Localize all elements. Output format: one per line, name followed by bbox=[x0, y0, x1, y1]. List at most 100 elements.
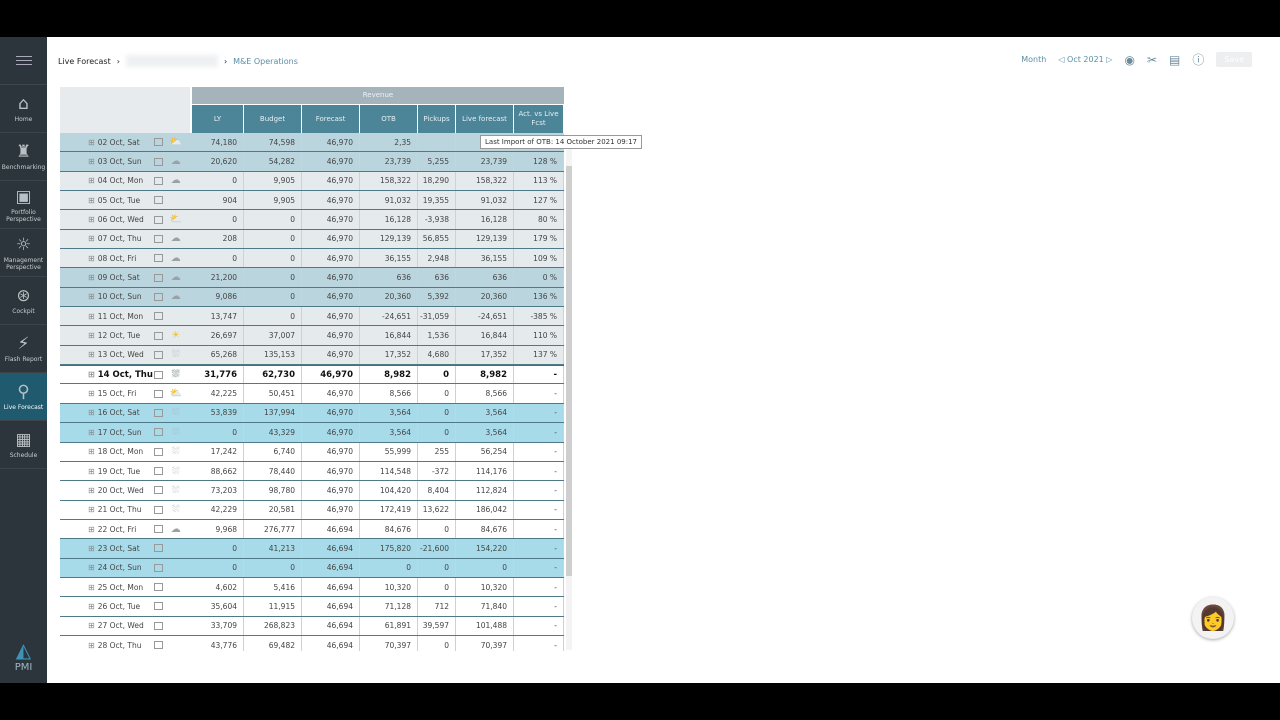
expand-icon[interactable]: ⊞ bbox=[88, 157, 95, 167]
calendar-icon[interactable] bbox=[153, 602, 163, 611]
table-row[interactable]: ⊞ 11 Oct, Mon 13,747 0 46,970 -24,651 -31,059-… bbox=[60, 307, 564, 327]
expand-icon[interactable]: ⊞ bbox=[88, 292, 95, 302]
sidebar-item-benchmarking[interactable]: ♜ Benchmarking bbox=[0, 133, 47, 181]
breadcrumb-root[interactable]: Live Forecast bbox=[58, 56, 111, 66]
column-header[interactable]: OTB bbox=[360, 105, 418, 133]
assistant-avatar[interactable]: 👩 bbox=[1192, 597, 1234, 639]
expand-icon[interactable]: ⊞ bbox=[88, 176, 95, 186]
calendar-icon[interactable] bbox=[153, 544, 163, 553]
table-row[interactable]: ⊞ 19 Oct, Tue ⛆ 88,662 78,440 46,970 114,548 -3… bbox=[60, 461, 564, 482]
table-row[interactable]: ⊞ 08 Oct, Fri ☁ 0 0 46,970 36,155 2,948 36,155 10… bbox=[60, 249, 564, 269]
calendar-icon[interactable] bbox=[153, 428, 163, 437]
expand-icon[interactable]: ⊞ bbox=[88, 447, 95, 457]
tools-icon[interactable]: ✂ bbox=[1146, 52, 1157, 67]
save-button[interactable]: Save bbox=[1216, 52, 1252, 67]
expand-icon[interactable]: ⊞ bbox=[88, 331, 95, 341]
expand-icon[interactable]: ⊞ bbox=[88, 621, 95, 631]
calendar-icon[interactable] bbox=[153, 467, 163, 476]
expand-icon[interactable]: ⊞ bbox=[88, 485, 95, 495]
expand-icon[interactable]: ⊞ bbox=[88, 370, 95, 380]
sidebar-item-home[interactable]: ⌂ Home bbox=[0, 85, 47, 133]
calendar-icon[interactable] bbox=[153, 583, 163, 592]
calendar-icon[interactable] bbox=[153, 563, 163, 572]
column-header[interactable]: Act. vs Live Fcst bbox=[514, 105, 564, 133]
calendar-icon[interactable] bbox=[153, 157, 163, 166]
table-row[interactable]: ⊞ 12 Oct, Tue ☀ 26,697 37,007 46,970 16,844 1,5… bbox=[60, 326, 564, 346]
calendar-icon[interactable] bbox=[153, 176, 163, 185]
table-row[interactable]: ⊞ 06 Oct, Wed ⛅ 0 0 46,970 16,128 -3,938 16,128 8… bbox=[60, 210, 564, 230]
table-row[interactable]: ⊞ 15 Oct, Fri ⛅ 42,225 50,451 46,970 8,566 0 8,5… bbox=[60, 384, 564, 404]
expand-icon[interactable]: ⊞ bbox=[88, 524, 95, 534]
hamburger-menu-button[interactable] bbox=[0, 37, 47, 85]
column-header[interactable]: Pickups bbox=[418, 105, 456, 133]
next-month-button[interactable]: ▷ bbox=[1106, 55, 1113, 64]
column-header[interactable]: Budget bbox=[244, 105, 302, 133]
expand-icon[interactable]: ⊞ bbox=[88, 234, 95, 244]
calendar-icon[interactable] bbox=[153, 389, 163, 398]
breadcrumb-hidden-item[interactable] bbox=[125, 55, 218, 67]
expand-icon[interactable]: ⊞ bbox=[88, 195, 95, 205]
calendar-icon[interactable] bbox=[153, 641, 163, 650]
expand-icon[interactable]: ⊞ bbox=[88, 273, 95, 283]
calendar-icon[interactable] bbox=[153, 350, 163, 359]
expand-icon[interactable]: ⊞ bbox=[88, 640, 95, 650]
expand-icon[interactable]: ⊞ bbox=[88, 350, 95, 360]
table-row[interactable]: ⊞ 14 Oct, Thu ⛆ 31,776 62,730 46,970 8,982 0 8,9… bbox=[60, 365, 564, 385]
table-row[interactable]: ⊞ 24 Oct, Sun 0 0 46,694 0 0 0- bbox=[60, 558, 564, 578]
calendar-icon[interactable] bbox=[153, 525, 163, 534]
calendar-icon[interactable] bbox=[153, 408, 163, 417]
table-row[interactable]: ⊞ 22 Oct, Fri ☁ 9,968 276,777 46,694 84,676 0 84… bbox=[60, 519, 564, 540]
column-header[interactable]: Forecast bbox=[302, 105, 360, 133]
table-row[interactable]: ⊞ 21 Oct, Thu ⛆ 42,229 20,581 46,970 172,419 13… bbox=[60, 500, 564, 520]
table-row[interactable]: ⊞ 17 Oct, Sun ⛆ 0 43,329 46,970 3,564 0 3,564- bbox=[60, 423, 564, 443]
calendar-icon[interactable] bbox=[153, 273, 163, 282]
calendar-icon[interactable] bbox=[153, 215, 163, 224]
table-row[interactable]: ⊞ 13 Oct, Wed ⛆ 65,268 135,153 46,970 17,352 4,… bbox=[60, 345, 564, 366]
table-row[interactable]: ⊞ 28 Oct, Thu 43,776 69,482 46,694 70,397 0 70,… bbox=[60, 635, 564, 651]
calendar-icon[interactable] bbox=[153, 505, 163, 514]
expand-icon[interactable]: ⊞ bbox=[88, 253, 95, 263]
breadcrumb-leaf[interactable]: M&E Operations bbox=[233, 56, 298, 66]
calendar-icon[interactable] bbox=[153, 254, 163, 263]
expand-icon[interactable]: ⊞ bbox=[88, 505, 95, 515]
calendar-icon[interactable] bbox=[153, 447, 163, 456]
sidebar-item-flash-report[interactable]: ⚡ Flash Report bbox=[0, 325, 47, 373]
sidebar-item-management-perspective[interactable]: ☼ Management Perspective bbox=[0, 229, 47, 277]
table-row[interactable]: ⊞ 07 Oct, Thu ☁ 208 0 46,970 129,139 56,855 129,… bbox=[60, 229, 564, 250]
expand-icon[interactable]: ⊞ bbox=[88, 466, 95, 476]
table-row[interactable]: ⊞ 09 Oct, Sat ☁ 21,200 0 46,970 636 636 636 0 % bbox=[60, 268, 564, 288]
calendar-icon[interactable] bbox=[153, 234, 163, 243]
calendar-icon[interactable] bbox=[153, 486, 163, 495]
expand-icon[interactable]: ⊞ bbox=[88, 311, 95, 321]
calendar-icon[interactable] bbox=[153, 196, 163, 205]
table-row[interactable]: ⊞ 23 Oct, Sat 0 41,213 46,694 175,820 -21,600 1… bbox=[60, 539, 564, 559]
calendar-icon[interactable] bbox=[153, 312, 163, 321]
expand-icon[interactable]: ⊞ bbox=[88, 215, 95, 225]
period-selector[interactable]: Month bbox=[1021, 55, 1047, 64]
expand-icon[interactable]: ⊞ bbox=[88, 543, 95, 553]
table-row[interactable]: ⊞ 04 Oct, Mon ☁ 0 9,905 46,970 158,322 18,290 15… bbox=[60, 171, 564, 192]
column-header[interactable]: LY bbox=[192, 105, 244, 133]
expand-icon[interactable]: ⊞ bbox=[88, 601, 95, 611]
expand-icon[interactable]: ⊞ bbox=[88, 389, 95, 399]
table-row[interactable]: ⊞ 25 Oct, Mon 4,602 5,416 46,694 10,320 0 10,32… bbox=[60, 577, 564, 598]
table-row[interactable]: ⊞ 20 Oct, Wed ⛆ 73,203 98,780 46,970 104,420 8,… bbox=[60, 481, 564, 501]
prev-month-button[interactable]: ◁ bbox=[1058, 55, 1065, 64]
chart-gauge-icon[interactable]: ◉ bbox=[1124, 52, 1135, 67]
table-row[interactable]: ⊞ 03 Oct, Sun ☁ 20,620 54,282 46,970 23,739 5,2… bbox=[60, 152, 564, 172]
table-scrollbar[interactable] bbox=[566, 138, 572, 650]
expand-icon[interactable]: ⊞ bbox=[88, 563, 95, 573]
report-settings-icon[interactable]: ▤ bbox=[1169, 52, 1181, 67]
sidebar-item-portfolio-perspective[interactable]: ▣ Portfolio Perspective bbox=[0, 181, 47, 229]
scrollbar-thumb[interactable] bbox=[566, 166, 572, 576]
expand-icon[interactable]: ⊞ bbox=[88, 408, 95, 418]
table-row[interactable]: ⊞ 26 Oct, Tue 35,604 11,915 46,694 71,128 712 7… bbox=[60, 597, 564, 617]
expand-icon[interactable]: ⊞ bbox=[88, 582, 95, 592]
expand-icon[interactable]: ⊞ bbox=[88, 427, 95, 437]
calendar-icon[interactable] bbox=[153, 292, 163, 301]
help-icon[interactable]: ⓘ bbox=[1192, 53, 1205, 67]
calendar-icon[interactable] bbox=[153, 138, 163, 147]
table-row[interactable]: ⊞ 05 Oct, Tue 904 9,905 46,970 91,032 19,355 91… bbox=[60, 191, 564, 211]
sidebar-item-schedule[interactable]: ▦ Schedule bbox=[0, 421, 47, 469]
table-row[interactable]: ⊞ 10 Oct, Sun ☁ 9,086 0 46,970 20,360 5,392 20,3… bbox=[60, 287, 564, 308]
